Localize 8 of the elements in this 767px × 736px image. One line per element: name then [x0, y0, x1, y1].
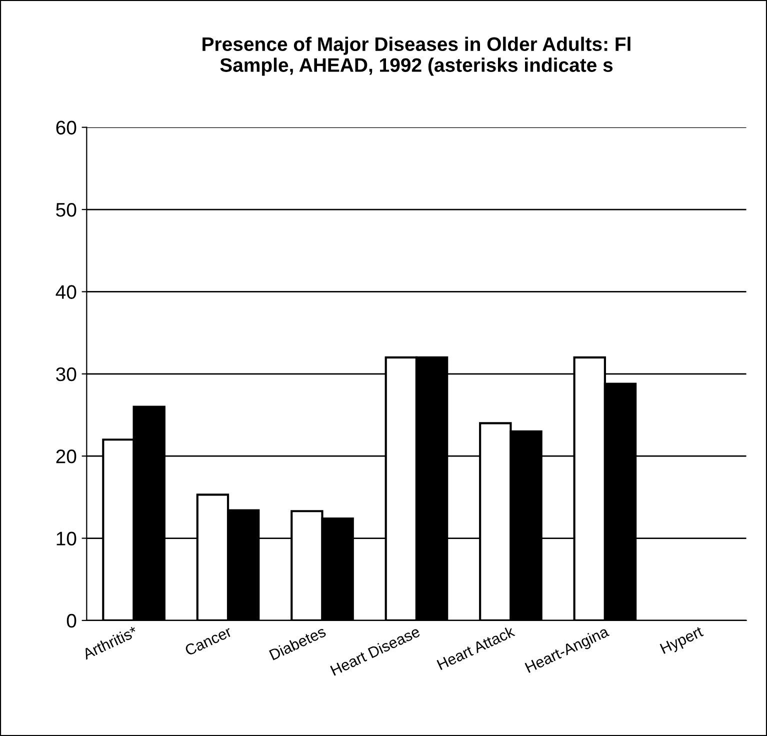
y-tick-label: 0: [66, 614, 76, 628]
y-tick-label: 30: [56, 367, 76, 382]
y-tick-label: 50: [56, 202, 76, 217]
y-tick-label: 10: [56, 532, 76, 546]
y-tick-label: 20: [56, 450, 76, 464]
y-tick-label: 60: [56, 120, 76, 135]
chart-title: Presence of Major Diseases in Older Adults: Fl Sample, AHEAD, 1992 (asterisks indicate s: [202, 36, 630, 76]
y-tick-label: 40: [56, 285, 76, 299]
